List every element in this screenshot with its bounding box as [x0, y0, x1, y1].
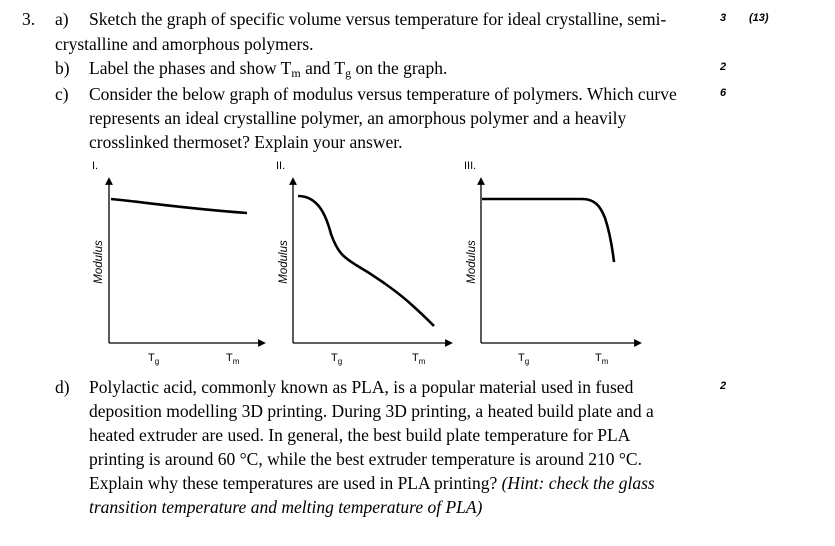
part-b-marks: 2	[720, 61, 727, 73]
graph-1-ylabel: Modulus	[93, 240, 105, 284]
part-c-line3: crosslinked thermoset? Explain your answ…	[89, 132, 403, 152]
part-d-hint-end: transition temperature and melting tempe…	[89, 497, 483, 517]
graph-2-ylabel: Modulus	[278, 240, 290, 284]
graph-3: III. Modulus Tg Tm	[464, 160, 642, 366]
graph-3-curve	[482, 197, 616, 263]
graph-1-curve	[110, 197, 248, 215]
part-d-line1: Polylactic acid, commonly known as PLA, …	[89, 377, 634, 397]
graph-3-tg: Tg	[518, 352, 529, 366]
part-d-line5: Explain why these temperatures are used …	[89, 473, 655, 493]
graph-3-label: III.	[464, 160, 476, 172]
graph-2-label: II.	[276, 160, 285, 172]
total-marks: (13)	[749, 12, 769, 24]
part-d-label: d)	[55, 377, 70, 397]
graph-1-tg: Tg	[148, 352, 159, 366]
graph-2-tg: Tg	[331, 352, 342, 366]
question-number: 3.	[22, 9, 36, 29]
graph-1-tm: Tm	[226, 352, 240, 366]
part-d-line2: deposition modelling 3D printing. During…	[89, 401, 654, 421]
graph-3-ylabel: Modulus	[466, 240, 478, 284]
part-a-marks: 3	[720, 12, 727, 24]
graph-3-tm: Tm	[595, 352, 609, 366]
part-c-line2: represents an ideal crystalline polymer,…	[89, 108, 627, 128]
part-b-text: Label the phases and show Tm and Tg on t…	[89, 58, 448, 80]
part-d-line3: heated extruder are used. In general, th…	[89, 425, 631, 445]
part-a-line2: crystalline and amorphous polymers.	[55, 34, 314, 54]
part-c-marks: 6	[720, 87, 727, 99]
part-c-label: c)	[55, 84, 69, 104]
part-a-line1: Sketch the graph of specific volume vers…	[89, 9, 667, 29]
part-d-line4: printing is around 60 °C, while the best…	[89, 449, 642, 469]
part-a-label: a)	[55, 9, 69, 29]
graph-2: II. Modulus Tg Tm	[276, 160, 453, 366]
graph-2-curve	[297, 194, 435, 327]
part-d-marks: 2	[720, 380, 727, 392]
graph-1: I. Modulus Tg Tm	[92, 160, 266, 366]
graph-1-label: I.	[92, 160, 98, 172]
part-b-label: b)	[55, 58, 70, 78]
part-c-line1: Consider the below graph of modulus vers…	[89, 84, 677, 104]
part-d-hint-start: (Hint: check the glass	[501, 473, 655, 493]
graph-2-tm: Tm	[412, 352, 426, 366]
